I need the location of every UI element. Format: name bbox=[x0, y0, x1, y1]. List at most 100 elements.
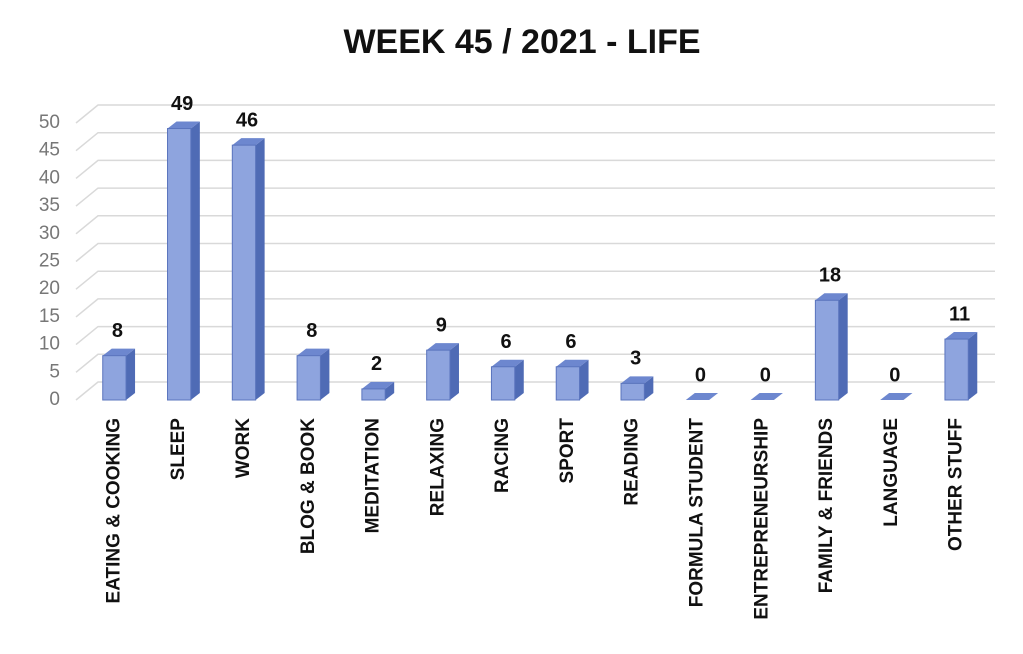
grid-line bbox=[75, 242, 995, 263]
x-tick-label: LANGUAGE bbox=[881, 418, 902, 527]
bar-front bbox=[426, 349, 451, 401]
grid-line bbox=[75, 270, 995, 290]
x-tick-label: RACING bbox=[492, 418, 513, 493]
x-tick-label: FORMULA STUDENT bbox=[686, 418, 707, 608]
value-label: 8 bbox=[112, 320, 123, 342]
x-tick-label: WORK bbox=[233, 418, 254, 478]
bar-top bbox=[167, 121, 200, 129]
bar bbox=[880, 393, 913, 400]
bar bbox=[814, 293, 848, 401]
bar-front bbox=[167, 128, 192, 401]
value-label: 3 bbox=[630, 348, 641, 370]
x-tick-label: SPORT bbox=[557, 418, 578, 484]
value-label: 0 bbox=[695, 364, 706, 386]
bar bbox=[426, 343, 459, 401]
bar-front bbox=[620, 382, 645, 401]
grid-line bbox=[75, 353, 995, 373]
bar bbox=[685, 393, 719, 400]
bar-top bbox=[944, 332, 978, 340]
grid-line bbox=[75, 298, 995, 318]
bar-top bbox=[232, 138, 265, 146]
bar-side bbox=[838, 293, 848, 400]
y-tick-label: 30 bbox=[39, 223, 60, 244]
bar-side bbox=[190, 121, 200, 400]
bar-front bbox=[296, 355, 321, 401]
y-tick-label: 50 bbox=[39, 112, 60, 133]
value-label: 18 bbox=[819, 265, 841, 287]
bar-front bbox=[361, 388, 386, 401]
bar-top bbox=[685, 393, 719, 400]
y-tick-label: 10 bbox=[39, 334, 60, 355]
bar bbox=[620, 376, 654, 401]
bar-front bbox=[231, 144, 257, 401]
value-label: 0 bbox=[760, 364, 771, 386]
bar-side bbox=[968, 332, 978, 400]
x-tick-label: SLEEP bbox=[168, 418, 189, 481]
x-tick-label: BLOG & BOOK bbox=[298, 418, 319, 554]
bar-top bbox=[815, 293, 848, 301]
y-tick-label: 45 bbox=[39, 140, 60, 161]
grid-line bbox=[75, 131, 995, 152]
grid-line bbox=[75, 104, 995, 124]
bar-front bbox=[490, 366, 516, 401]
bar-top bbox=[750, 393, 783, 400]
bar-side bbox=[579, 359, 589, 400]
x-tick-label: ENTREPRENEURSHIP bbox=[751, 418, 772, 620]
value-label: 9 bbox=[436, 314, 447, 336]
bar-side bbox=[320, 348, 330, 400]
bar bbox=[231, 138, 265, 401]
bar-side bbox=[449, 343, 459, 400]
y-tick-label: 0 bbox=[49, 389, 60, 410]
bar-side bbox=[514, 359, 524, 400]
bar-side bbox=[385, 381, 395, 400]
value-label: 8 bbox=[306, 320, 317, 342]
bar bbox=[944, 332, 978, 401]
grid-line bbox=[75, 187, 995, 207]
bar-top bbox=[361, 381, 395, 389]
grid-line bbox=[75, 215, 995, 235]
bar-front bbox=[814, 299, 840, 401]
bar-top bbox=[491, 359, 524, 367]
bar bbox=[555, 359, 589, 401]
value-label: 2 bbox=[371, 353, 382, 375]
bar bbox=[296, 348, 330, 401]
y-tick-label: 35 bbox=[39, 195, 60, 216]
value-label: 6 bbox=[501, 331, 512, 353]
y-tick-label: 5 bbox=[49, 361, 60, 382]
grid-line bbox=[75, 381, 995, 401]
bar bbox=[167, 121, 200, 401]
x-tick-label: RELAXING bbox=[427, 418, 448, 516]
bar-top bbox=[880, 393, 913, 400]
bar-side bbox=[644, 376, 654, 400]
value-label: 49 bbox=[171, 93, 193, 115]
value-label: 46 bbox=[236, 109, 258, 131]
bar bbox=[361, 381, 395, 401]
x-tick-label: MEDITATION bbox=[363, 418, 384, 533]
y-tick-label: 25 bbox=[39, 251, 60, 272]
grid-line bbox=[75, 325, 995, 346]
y-tick-label: 15 bbox=[39, 306, 60, 327]
y-tick-label: 20 bbox=[39, 278, 60, 299]
bar-front bbox=[102, 355, 127, 401]
bar-top bbox=[426, 343, 459, 351]
y-tick-label: 40 bbox=[39, 167, 60, 188]
grid-line bbox=[75, 159, 995, 179]
x-tick-label: READING bbox=[622, 418, 643, 506]
x-tick-label: OTHER STUFF bbox=[946, 418, 967, 551]
bar-side bbox=[255, 138, 265, 400]
value-label: 11 bbox=[949, 303, 970, 325]
bar-top bbox=[102, 348, 136, 356]
bar-top bbox=[621, 376, 654, 384]
bar-top bbox=[297, 348, 330, 356]
x-tick-label: EATING & COOKING bbox=[103, 418, 124, 603]
bar-front bbox=[944, 338, 969, 401]
bar-side bbox=[126, 348, 136, 400]
bar bbox=[102, 348, 136, 401]
chart-title: WEEK 45 / 2021 - LIFE bbox=[343, 23, 700, 61]
bar bbox=[490, 359, 524, 401]
x-tick-label: FAMILY & FRIENDS bbox=[816, 418, 837, 593]
bar-front bbox=[555, 366, 581, 401]
bar bbox=[750, 393, 783, 400]
value-label: 0 bbox=[889, 364, 900, 386]
